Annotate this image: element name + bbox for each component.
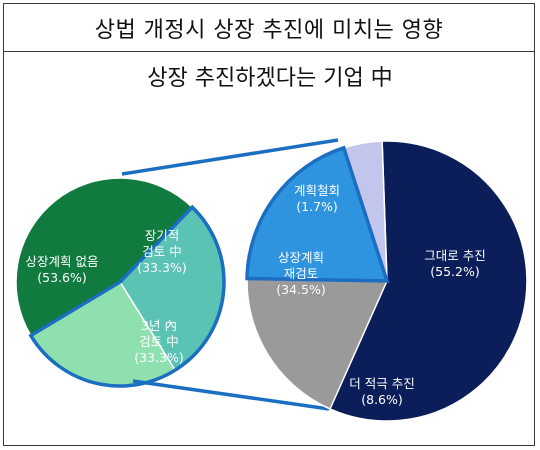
label-proceed-as-is: 그대로 추진 (55.2%) bbox=[424, 248, 485, 279]
chart-subtitle: 상장 추진하겠다는 기업 中 bbox=[147, 66, 393, 91]
connector-line-bottom bbox=[132, 379, 330, 411]
label-withdraw: 계획철회 (1.7%) bbox=[294, 183, 340, 214]
label-reconsider: 상장계획 재검토 (34.5%) bbox=[276, 250, 325, 297]
right-pie-slice-더-적극-추진 bbox=[246, 277, 389, 410]
title-bar: 상법 개정시 상장 추진에 미치는 영향 bbox=[4, 4, 534, 52]
label-no-listing-plan: 상장계획 없음 (53.6%) bbox=[26, 254, 99, 285]
left-pie-slice-상장계획-없음 bbox=[15, 177, 194, 337]
label-long-term-review: 장기적 검토 中(33.3%) bbox=[137, 228, 186, 275]
left-pie-highlight-outline bbox=[28, 204, 226, 388]
connector-line-top bbox=[121, 138, 339, 176]
right-pie-highlight-outline bbox=[245, 145, 390, 283]
label-more-active: 더 적극 추진 (8.6%) bbox=[349, 376, 414, 407]
chart-title: 상법 개정시 상장 추진에 미치는 영향 bbox=[94, 17, 444, 43]
label-3-year-review: 3년 內 검토 中(33.3%) bbox=[134, 318, 183, 365]
